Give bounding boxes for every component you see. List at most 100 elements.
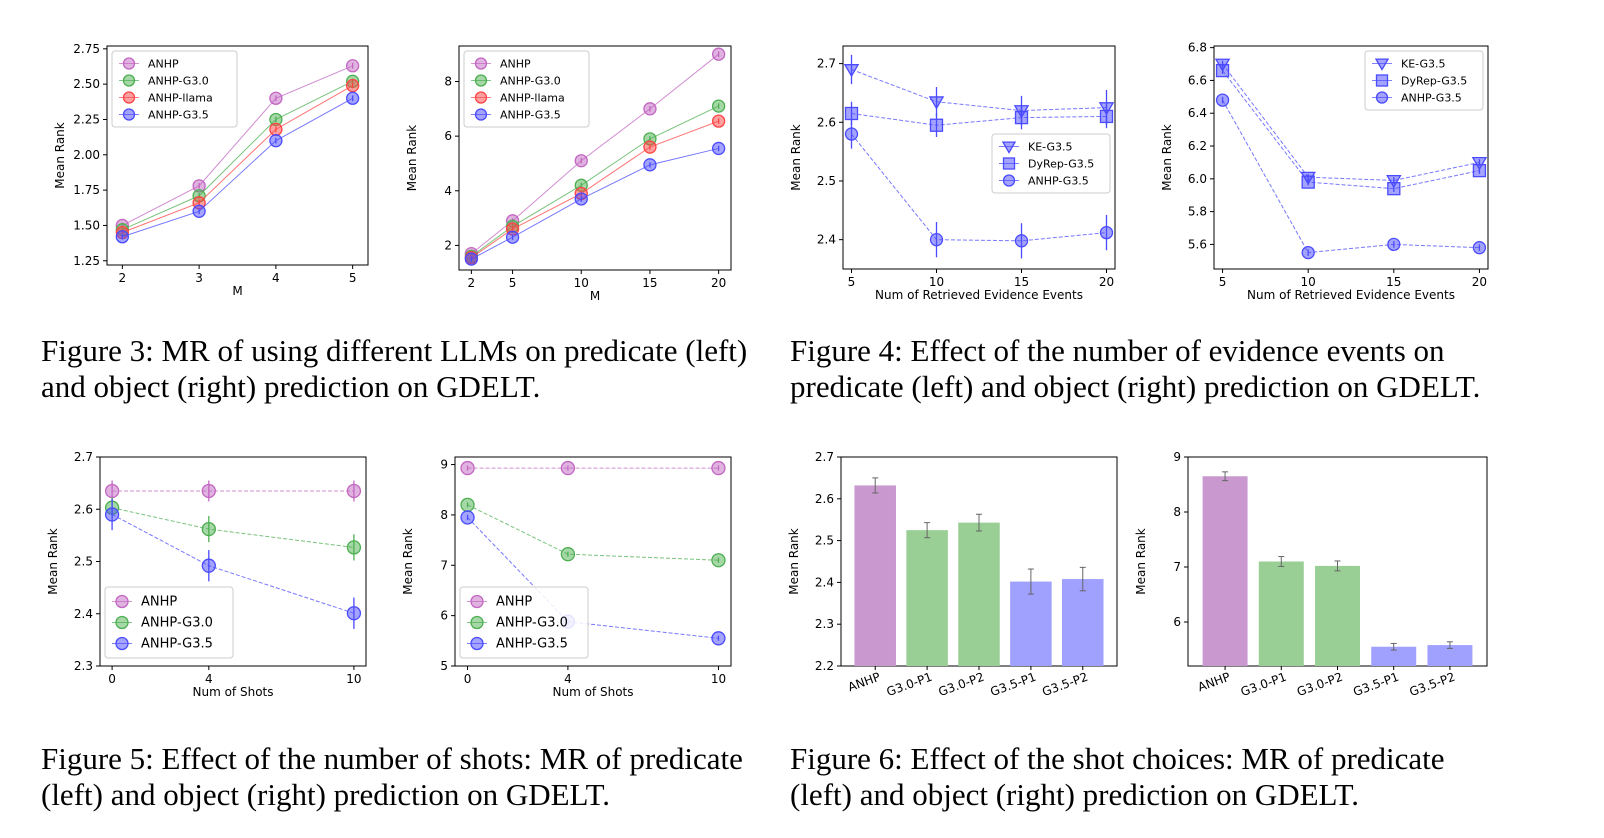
series-line-anhp-g3-5 — [1222, 99, 1480, 254]
legend-box — [991, 133, 1111, 194]
y-tick-label: 9 — [1173, 450, 1181, 464]
legend: KE-G3.5 DyRep-G3.5 ANHP-G3.5 — [991, 133, 1111, 194]
y-axis-label: Mean Rank — [401, 528, 415, 595]
series-line-anhp-g3-0 — [111, 507, 354, 548]
y-tick-label: 2.00 — [73, 148, 100, 162]
series-dyrep-g3-5 — [1215, 63, 1487, 196]
legend-marker-ke-g3-5 — [1374, 58, 1390, 71]
data-point-anhp-g3-0 — [460, 497, 475, 512]
x-tick-label: 10 — [346, 672, 361, 686]
y-tick-label: 1.50 — [73, 218, 100, 232]
data-point-anhp-g3-5 — [1472, 241, 1487, 255]
x-axis-label: M — [232, 284, 242, 298]
legend-marker-anhp-llama — [474, 91, 488, 104]
legend-marker-ke-g3-5 — [1001, 141, 1017, 154]
data-point-anhp — [711, 47, 726, 61]
data-point-anhp-g3-5 — [464, 252, 479, 266]
y-tick-label: 5.8 — [1188, 205, 1207, 219]
legend-marker-anhp-g3-5 — [470, 636, 484, 651]
series-line-anhp-g3-5 — [471, 147, 719, 260]
data-point-anhp-g3-5 — [346, 606, 362, 621]
legend-label-anhp-g3-5: ANHP-G3.5 — [148, 109, 209, 122]
plot-frame — [454, 456, 732, 667]
x-tick-label: G3.0-P1 — [885, 670, 935, 699]
y-tick-label: 6.4 — [1188, 106, 1207, 120]
y-tick-label: 2.5 — [74, 555, 93, 569]
y-tick-label: 2.5 — [815, 534, 834, 548]
legend-label-anhp: ANHP — [500, 58, 531, 71]
data-point-anhp-g3-5 — [711, 631, 726, 646]
data-point-dyrep-g3-5 — [1099, 109, 1114, 124]
data-point-dyrep-g3-5 — [1301, 175, 1315, 189]
plot-frame — [1213, 45, 1489, 270]
legend-marker-anhp-g3-5 — [115, 636, 129, 651]
y-tick-label: 9 — [440, 458, 448, 472]
x-axis-label: Num of Retrieved Evidence Events — [875, 288, 1083, 302]
data-point-anhp-g3-0 — [711, 553, 726, 568]
y-tick-label: 2.6 — [815, 492, 834, 506]
x-tick-label: 15 — [1014, 275, 1029, 289]
x-tick-label: G3.0-P2 — [1295, 670, 1345, 699]
fig5-right-chart: 5 6 7 8 9 0 4 10 Mean Rank Num of Shots ANHP ANHP-G… — [401, 456, 732, 699]
bar-g3-5-p1 — [1010, 581, 1052, 666]
series-line-anhp-g3-5 — [851, 133, 1107, 242]
data-point-ke-g3-5 — [843, 64, 860, 78]
legend-marker-anhp-g3-5 — [122, 108, 136, 121]
x-tick-label: G3.5-P2 — [1407, 670, 1457, 699]
y-tick-label: 2.4 — [817, 233, 836, 247]
y-axis-label: Mean Rank — [787, 528, 801, 595]
legend-marker-anhp-g3-0 — [122, 74, 136, 87]
data-point-anhp-g3-5 — [115, 230, 130, 244]
figure-6-caption: Figure 6: Effect of the shot choices: MR… — [790, 741, 1445, 812]
x-tick-label: 4 — [205, 672, 213, 686]
series-anhp-g3-5 — [844, 119, 1114, 259]
data-point-anhp — [346, 483, 362, 499]
y-tick-label: 2.75 — [73, 42, 100, 56]
legend-box — [1364, 50, 1484, 111]
x-axis-label: Num of Shots — [553, 685, 634, 699]
figure-5-caption: Figure 5: Effect of the number of shots:… — [41, 741, 743, 812]
plot-frame — [842, 45, 1116, 270]
series-line-ke-g3-5 — [1222, 63, 1480, 181]
x-tick-label: 10 — [574, 276, 589, 290]
x-tick-label: 15 — [642, 276, 657, 290]
x-tick-label: 4 — [564, 672, 572, 686]
bar-anhp — [854, 485, 896, 666]
legend-label-anhp-g3-0: ANHP-G3.0 — [500, 75, 561, 88]
series-line-anhp-g3-5 — [122, 97, 353, 238]
legend-label-anhp-g3-5: ANHP-G3.5 — [141, 637, 213, 652]
series-anhp-g3-5 — [464, 141, 726, 266]
data-point-dyrep-g3-5 — [1387, 182, 1401, 196]
data-point-anhp-g3-5 — [574, 192, 588, 206]
x-axis-label: Num of Retrieved Evidence Events — [1247, 288, 1455, 302]
y-tick-label: 2.3 — [815, 617, 834, 631]
x-tick-label: 10 — [1301, 275, 1316, 289]
x-tick-label: 10 — [929, 275, 944, 289]
legend-label-anhp-g3-0: ANHP-G3.0 — [141, 616, 213, 631]
data-point-anhp-g3-5 — [1387, 237, 1401, 252]
data-point-dyrep-g3-5 — [844, 106, 859, 121]
data-point-anhp-g3-5 — [711, 141, 726, 156]
data-point-anhp-g3-0 — [201, 521, 216, 537]
legend-marker-anhp — [470, 594, 484, 609]
data-point-anhp — [201, 483, 216, 499]
x-tick-label: 0 — [464, 672, 472, 686]
data-point-anhp — [711, 460, 726, 476]
legend-label-anhp: ANHP — [496, 595, 532, 610]
data-point-anhp — [104, 483, 120, 499]
figure-3-caption: Figure 3: MR of using different LLMs on … — [41, 333, 748, 404]
x-axis-label: Num of Shots — [193, 685, 274, 699]
y-tick-label: 2.5 — [817, 174, 836, 188]
data-point-anhp-g3-0 — [711, 99, 726, 113]
data-point-anhp-llama — [269, 122, 283, 137]
data-point-anhp-g3-0 — [560, 547, 576, 562]
legend: ANHP ANHP-G3.0 ANHP-G3.5 — [104, 586, 234, 659]
data-point-anhp — [574, 154, 588, 168]
y-tick-label: 2.4 — [815, 575, 834, 589]
data-point-dyrep-g3-5 — [1014, 110, 1029, 125]
y-tick-label: 2.25 — [73, 112, 100, 126]
legend-label-anhp-llama: ANHP-llama — [148, 92, 213, 105]
y-tick-label: 6.2 — [1188, 139, 1207, 153]
series-line-dyrep-g3-5 — [1222, 70, 1480, 190]
